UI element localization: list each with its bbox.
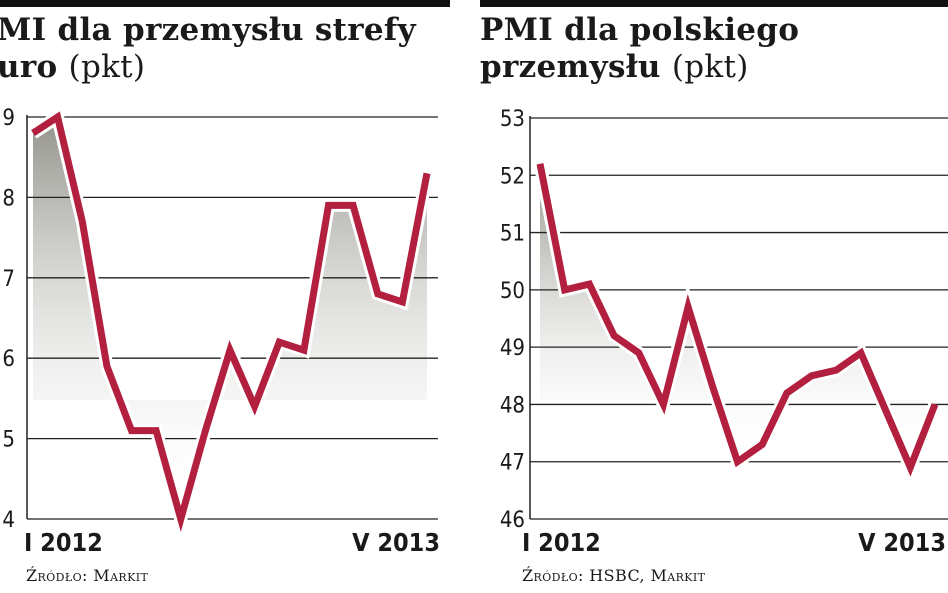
y-tick-label: 7: [2, 267, 15, 292]
chart-panel-poland: PMI dla polskiego przemysłu (pkt) 53 52 51 5…: [480, 0, 948, 593]
chart-title-poland: PMI dla polskiego przemysłu (pkt): [480, 12, 799, 85]
y-tick-label: 51: [500, 222, 525, 247]
y-tick-label: 52: [500, 164, 525, 189]
x-tick-label-end: V 2013: [352, 528, 440, 557]
title-line-2: uro: [0, 48, 58, 85]
source-note-euro: Źródło: Markit: [26, 566, 149, 585]
top-rule: [0, 0, 450, 7]
y-tick-label: 48: [500, 393, 525, 418]
source-note-poland: Źródło: HSBC, Markit: [522, 566, 706, 585]
line-chart-poland: 53 52 51 50 49 48 47 46I 2012 V 2013: [500, 107, 948, 557]
y-tick-label: 4: [2, 508, 15, 533]
line-chart-euro: 9 8 7 6 5 4 I 2012 V 2013: [2, 106, 440, 557]
y-tick-label: 6: [2, 347, 15, 372]
y-tick-label: 53: [500, 107, 525, 132]
title-line-1: PMI dla polskiego: [480, 12, 800, 48]
y-tick-label: 50: [500, 279, 525, 304]
y-tick-label: 5: [2, 428, 15, 453]
top-rule: [480, 0, 948, 7]
shaded-area: [33, 117, 427, 519]
title-unit: (pkt): [671, 48, 749, 85]
title-line-1: MI dla przemysłu strefy: [0, 12, 416, 48]
y-tick-label: 9: [2, 106, 15, 131]
x-tick-label-end: V 2013: [858, 528, 946, 557]
y-tick-label: 47: [500, 451, 525, 476]
shaded-area: [540, 163, 935, 468]
title-unit: (pkt): [68, 48, 146, 85]
x-tick-label-start: I 2012: [522, 528, 601, 557]
x-tick-label-start: I 2012: [24, 528, 103, 557]
y-tick-label: 8: [2, 186, 15, 211]
y-tick-label: 46: [500, 508, 525, 533]
y-tick-label: 49: [500, 336, 525, 361]
chart-title-euro: MI dla przemysłu strefy uro (pkt): [0, 12, 416, 85]
title-line-2: przemysłu: [480, 48, 661, 85]
